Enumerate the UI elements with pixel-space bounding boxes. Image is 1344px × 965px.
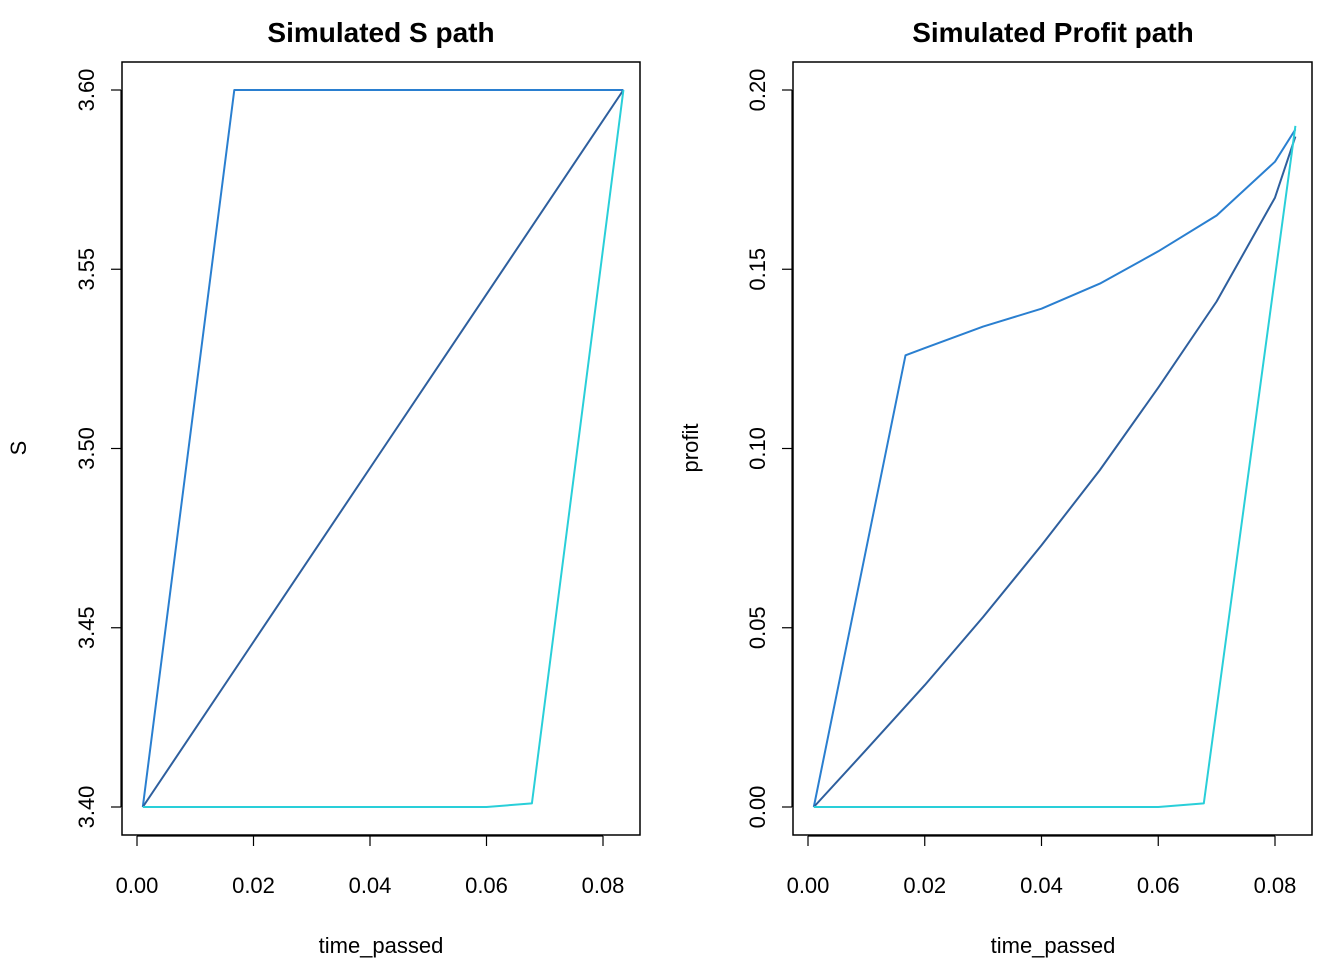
y-tick-label: 0.15 xyxy=(745,248,770,291)
x-axis: 0.00 0.02 0.04 0.06 0.08 xyxy=(116,835,625,898)
x-tick-label: 0.02 xyxy=(232,873,275,898)
chart-title: Simulated S path xyxy=(267,17,494,48)
x-tick-label: 0.06 xyxy=(465,873,508,898)
y-tick-label: 3.40 xyxy=(74,786,99,829)
series-group xyxy=(812,125,1297,808)
y-axis-label: profit xyxy=(678,424,703,473)
x-tick-label: 0.02 xyxy=(903,873,946,898)
series-line-1 xyxy=(812,128,1297,808)
y-tick-label: 3.55 xyxy=(74,248,99,291)
y-axis: 3.40 3.45 3.50 3.55 3.60 xyxy=(74,69,122,829)
y-axis: 0.00 0.05 0.10 0.15 0.20 xyxy=(745,69,793,829)
y-tick-label: 3.60 xyxy=(74,69,99,112)
y-tick-label: 0.20 xyxy=(745,69,770,112)
series-line-2 xyxy=(813,136,1297,808)
x-axis: 0.00 0.02 0.04 0.06 0.08 xyxy=(787,835,1297,898)
chart-profit-path: Simulated Profit path 0.00 0.02 0.04 0.06 0.… xyxy=(678,17,1313,958)
chart-title: Simulated Profit path xyxy=(912,17,1194,48)
x-tick-label: 0.04 xyxy=(349,873,392,898)
x-tick-label: 0.08 xyxy=(1254,873,1297,898)
plot-box xyxy=(121,61,641,836)
x-tick-label: 0.00 xyxy=(787,873,830,898)
y-tick-label: 0.00 xyxy=(745,786,770,829)
x-tick-label: 0.04 xyxy=(1020,873,1063,898)
series-line-2 xyxy=(141,89,625,808)
series-line-3 xyxy=(142,89,625,808)
y-tick-label: 0.05 xyxy=(745,606,770,649)
chart-s-path: Simulated S path 0.00 0.02 0.04 0.06 0.08 3.… xyxy=(6,17,641,958)
y-tick-label: 0.10 xyxy=(745,427,770,470)
y-axis-label: S xyxy=(6,441,31,456)
plot-box xyxy=(792,61,1313,836)
series-line-1 xyxy=(141,89,624,808)
series-line-3 xyxy=(813,125,1297,808)
series-group xyxy=(141,89,625,808)
y-tick-label: 3.45 xyxy=(74,606,99,649)
x-tick-label: 0.00 xyxy=(116,873,159,898)
x-axis-label: time_passed xyxy=(319,933,444,958)
x-axis-label: time_passed xyxy=(991,933,1116,958)
x-tick-label: 0.08 xyxy=(582,873,625,898)
y-tick-label: 3.50 xyxy=(74,427,99,470)
x-tick-label: 0.06 xyxy=(1137,873,1180,898)
